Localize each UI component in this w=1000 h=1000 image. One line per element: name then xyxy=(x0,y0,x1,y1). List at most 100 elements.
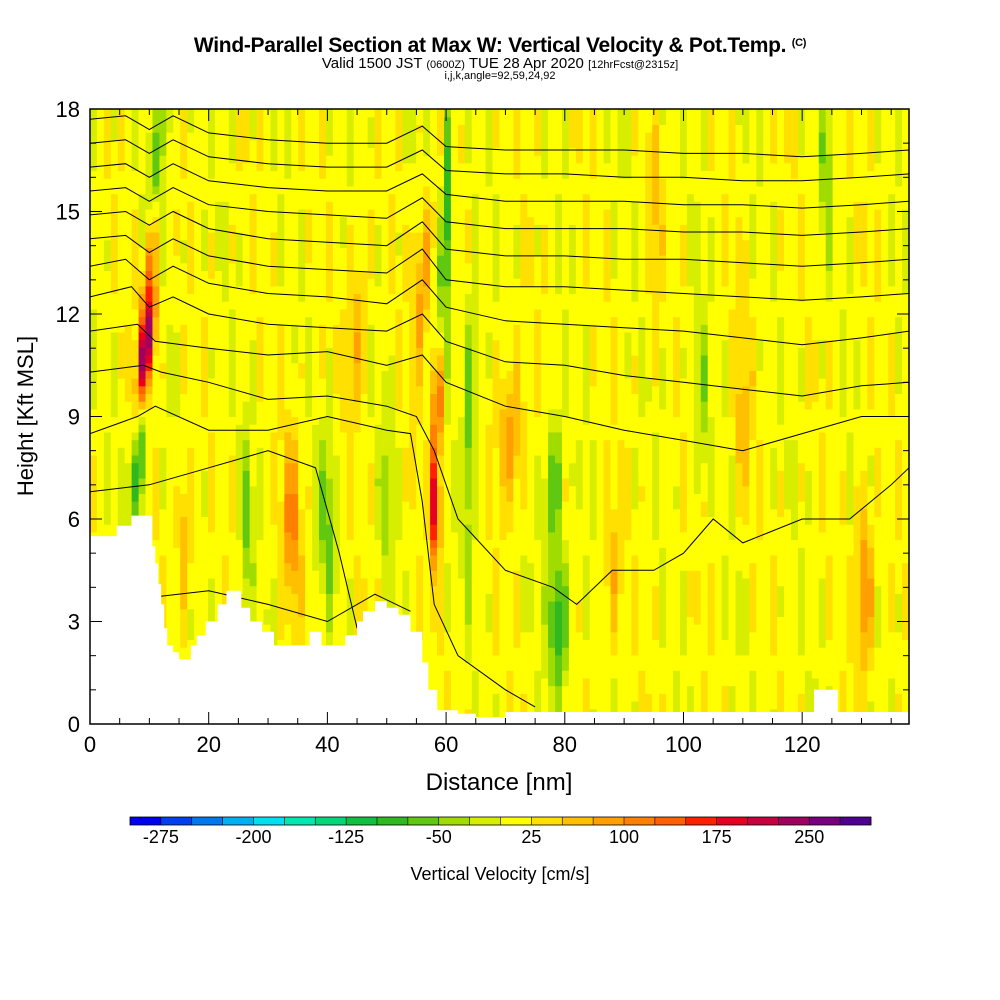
velocity-cell xyxy=(409,608,417,617)
velocity-cell xyxy=(145,355,154,364)
velocity-cell xyxy=(353,570,362,579)
velocity-cell xyxy=(520,654,528,664)
velocity-cell xyxy=(437,178,445,187)
velocity-cell xyxy=(187,493,195,502)
velocity-cell xyxy=(346,224,355,233)
velocity-cell xyxy=(131,301,140,310)
velocity-cell xyxy=(298,539,306,548)
velocity-cell xyxy=(437,447,445,456)
velocity-cell xyxy=(305,539,313,548)
velocity-cell xyxy=(499,216,508,225)
velocity-cell xyxy=(513,347,521,356)
velocity-cell xyxy=(228,162,237,172)
velocity-cell xyxy=(471,339,480,348)
velocity-cell xyxy=(180,631,188,641)
velocity-cell xyxy=(263,355,272,364)
velocity-cell xyxy=(430,647,438,656)
velocity-cell xyxy=(90,416,98,425)
velocity-cell xyxy=(485,562,494,571)
velocity-cell xyxy=(450,593,459,602)
velocity-cell xyxy=(464,424,473,433)
velocity-cell xyxy=(478,570,487,579)
velocity-cell xyxy=(374,308,383,318)
velocity-cell xyxy=(388,447,396,456)
velocity-cell xyxy=(277,316,285,325)
velocity-cell xyxy=(332,201,341,210)
velocity-cell xyxy=(298,170,306,179)
velocity-cell xyxy=(201,562,209,571)
velocity-cell xyxy=(180,454,188,464)
velocity-cell xyxy=(443,116,452,125)
velocity-cell xyxy=(319,193,327,202)
velocity-cell xyxy=(360,201,369,210)
velocity-cell xyxy=(464,170,473,179)
velocity-cell xyxy=(430,485,438,494)
velocity-cell xyxy=(437,224,445,233)
velocity-cell xyxy=(207,170,216,179)
velocity-cell xyxy=(478,577,487,587)
velocity-cell xyxy=(492,478,501,487)
velocity-cell xyxy=(235,224,244,233)
velocity-cell xyxy=(90,293,98,302)
velocity-cell xyxy=(430,539,438,548)
velocity-cell xyxy=(131,439,140,448)
velocity-cell xyxy=(201,531,209,541)
velocity-cell xyxy=(194,601,202,610)
velocity-cell xyxy=(180,408,188,418)
velocity-cell xyxy=(437,201,445,210)
velocity-cell xyxy=(291,362,299,371)
velocity-cell xyxy=(506,116,514,125)
velocity-cell xyxy=(173,162,181,172)
velocity-cell xyxy=(159,547,167,556)
velocity-cell xyxy=(520,624,528,633)
velocity-cell xyxy=(249,378,258,387)
velocity-cell xyxy=(346,109,355,118)
velocity-cell xyxy=(284,170,292,179)
velocity-cell xyxy=(305,570,313,579)
velocity-cell xyxy=(416,339,424,348)
velocity-cell xyxy=(457,293,466,302)
velocity-cell xyxy=(298,378,306,387)
velocity-cell xyxy=(513,508,521,518)
velocity-cell xyxy=(291,562,299,571)
velocity-cell xyxy=(388,531,396,541)
velocity-cell xyxy=(339,516,348,525)
velocity-cell xyxy=(277,454,285,464)
velocity-cell xyxy=(201,331,209,341)
velocity-cell xyxy=(194,501,202,510)
velocity-cell xyxy=(138,170,147,179)
velocity-cell xyxy=(194,124,202,133)
velocity-cell xyxy=(437,577,445,587)
velocity-cell xyxy=(319,554,327,564)
velocity-cell xyxy=(159,178,167,187)
velocity-cell xyxy=(166,109,174,118)
velocity-cell xyxy=(249,178,258,187)
velocity-cell xyxy=(214,331,223,341)
velocity-cell xyxy=(353,508,362,518)
velocity-cell xyxy=(437,208,445,218)
chart-title-text: Wind-Parallel Section at Max W: Vertical… xyxy=(193,34,787,57)
velocity-cell xyxy=(388,178,396,187)
velocity-cell xyxy=(312,247,320,256)
velocity-cell xyxy=(96,439,105,448)
velocity-cell xyxy=(492,685,501,694)
velocity-cell xyxy=(277,132,285,141)
velocity-cell xyxy=(416,531,424,541)
velocity-cell xyxy=(214,554,223,564)
velocity-cell xyxy=(395,247,403,256)
velocity-cell xyxy=(284,493,292,502)
velocity-cell xyxy=(478,385,487,395)
velocity-cell xyxy=(270,524,278,533)
velocity-cell xyxy=(506,301,514,310)
velocity-cell xyxy=(284,501,292,510)
velocity-cell xyxy=(221,370,230,379)
velocity-cell xyxy=(305,524,313,533)
velocity-cell xyxy=(499,124,508,133)
velocity-cell xyxy=(374,554,383,564)
velocity-cell xyxy=(173,239,181,248)
velocity-cell xyxy=(513,539,521,548)
velocity-cell xyxy=(346,316,355,325)
velocity-cell xyxy=(457,531,466,541)
velocity-cell xyxy=(520,601,528,610)
